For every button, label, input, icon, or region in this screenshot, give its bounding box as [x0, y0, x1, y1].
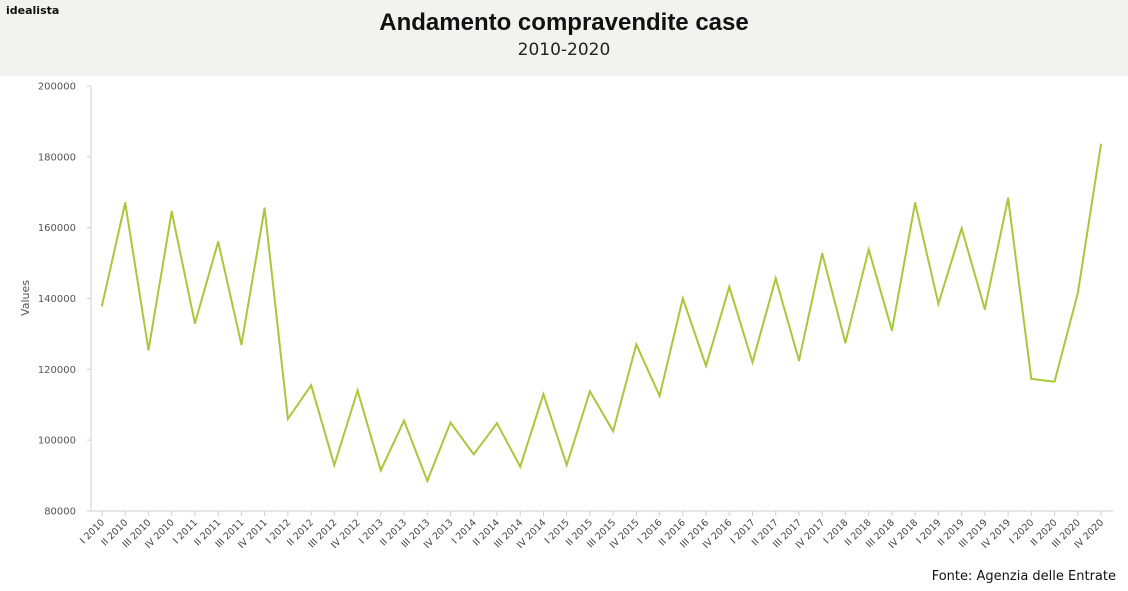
data-point: [774, 277, 777, 280]
data-point: [983, 308, 986, 311]
brand-logo: idealista: [6, 4, 60, 17]
data-point: [519, 465, 522, 468]
chart-subtitle: 2010-2020: [517, 40, 611, 60]
data-point: [821, 252, 824, 255]
y-tick-label: 140000: [38, 294, 76, 305]
series-line: [101, 144, 1102, 484]
y-tick-label: 180000: [38, 152, 76, 163]
y-tick-label: 100000: [38, 436, 76, 447]
series-line-group: [101, 143, 1102, 484]
data-point: [356, 389, 359, 392]
data-point: [1100, 143, 1102, 146]
data-point: [193, 322, 196, 325]
data-point: [147, 348, 150, 351]
data-point: [890, 329, 893, 332]
data-point: [1030, 377, 1033, 380]
data-point: [426, 479, 429, 482]
data-point: [542, 393, 545, 396]
data-point: [449, 421, 452, 424]
data-point: [124, 201, 127, 204]
data-point: [728, 285, 731, 288]
y-axis-label: Values: [19, 280, 32, 316]
data-point: [240, 343, 243, 346]
chart-header: idealista Andamento compravendite case 2…: [0, 0, 1128, 76]
data-point: [495, 422, 498, 425]
y-axis: 80000 100000 120000 140000 160000 180000 20000…: [38, 82, 92, 518]
data-point: [310, 384, 313, 387]
data-point: [286, 417, 289, 420]
chart-title: Andamento compravendite case: [379, 9, 749, 36]
data-point: [867, 248, 870, 251]
data-point: [588, 390, 591, 393]
data-point: [263, 207, 266, 210]
data-point: [333, 463, 336, 466]
data-point: [379, 469, 382, 472]
y-tick-label: 200000: [38, 82, 76, 93]
y-tick-label: 80000: [44, 507, 76, 518]
data-point: [937, 302, 940, 305]
data-point: [914, 201, 917, 204]
data-point: [101, 304, 103, 307]
data-point: [1076, 292, 1079, 295]
data-point: [751, 361, 754, 364]
data-point: [565, 463, 568, 466]
data-point: [403, 419, 406, 422]
source-note: Fonte: Agenzia delle Entrate: [931, 569, 1116, 584]
data-point: [960, 227, 963, 230]
data-point: [635, 343, 638, 346]
data-point: [1053, 380, 1056, 383]
y-tick-label: 160000: [38, 223, 76, 234]
y-tick-label: 120000: [38, 365, 76, 376]
data-point: [797, 359, 800, 362]
data-point: [844, 341, 847, 344]
data-point: [170, 210, 173, 213]
data-point: [1007, 197, 1010, 200]
data-point: [681, 297, 684, 300]
data-point: [217, 240, 220, 243]
data-point: [472, 453, 475, 456]
data-point: [658, 394, 661, 397]
data-point: [612, 430, 615, 433]
data-point: [705, 364, 708, 367]
